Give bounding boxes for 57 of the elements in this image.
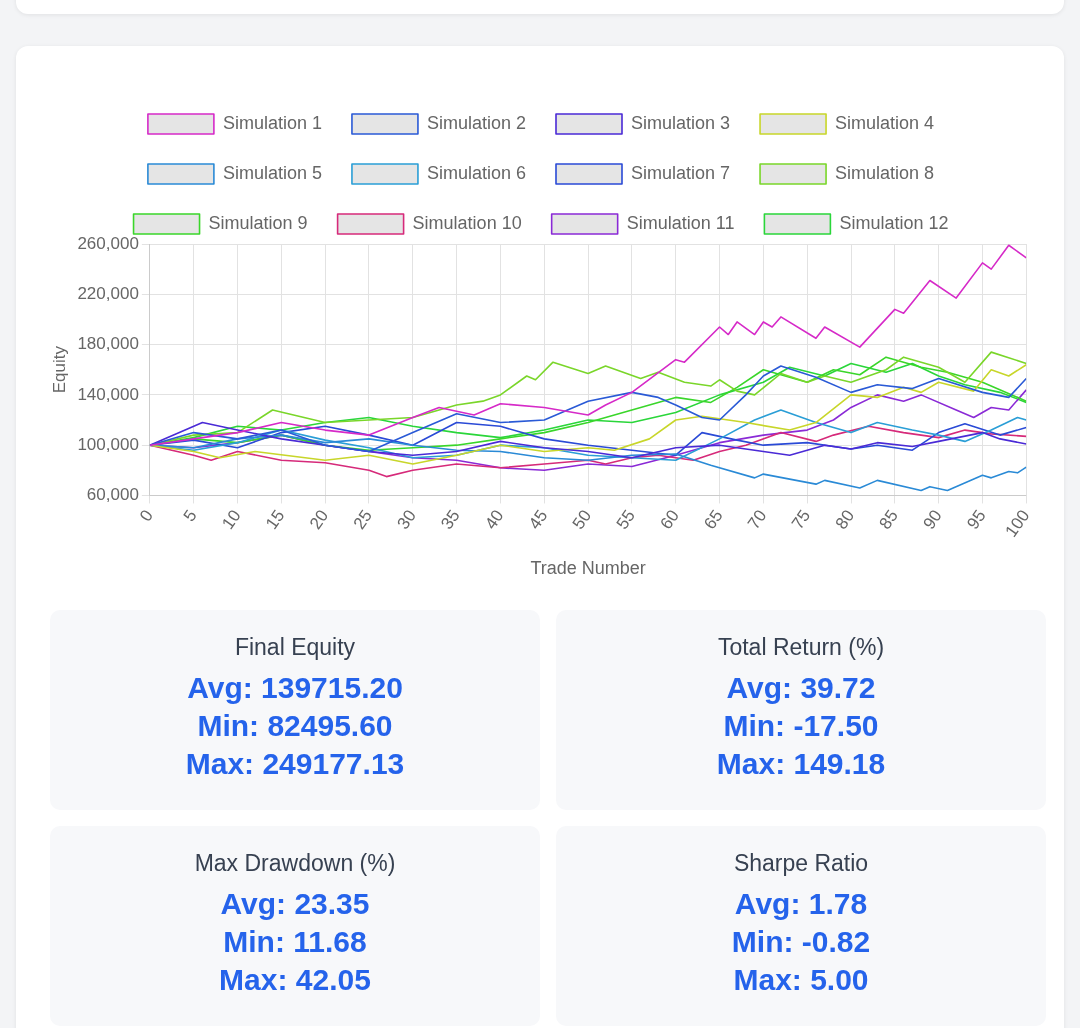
- x-tick-label: 45: [524, 506, 552, 533]
- legend-label: Simulation 5: [222, 162, 322, 183]
- text: Max: 42.05: [218, 962, 372, 998]
- x-tick-label: 10: [218, 506, 245, 533]
- text: Max Drawdown (%): [193, 850, 397, 877]
- text: Min: 11.68: [222, 924, 368, 960]
- x-tick-label: 65: [700, 506, 727, 533]
- text: Sharpe Ratio: [732, 850, 870, 877]
- x-tick-label: 75: [787, 506, 815, 533]
- x-tick-label: 5: [179, 506, 201, 526]
- x-tick-label: 100: [1001, 506, 1034, 541]
- x-tick-label: 50: [568, 506, 596, 533]
- x-tick-label: 60: [656, 506, 683, 533]
- legend-label: Simulation 2: [426, 112, 527, 133]
- legend-label: Simulation 8: [835, 162, 935, 183]
- text: Min: 82495.60: [196, 708, 394, 744]
- x-tick-label: 40: [481, 506, 508, 533]
- x-tick-label: 70: [744, 506, 771, 533]
- legend-label: Simulation 3: [631, 112, 731, 133]
- y-tick-label: 100,000: [77, 434, 139, 454]
- text: Max: 249177.13: [184, 746, 406, 782]
- y-tick-label: 180,000: [77, 334, 139, 354]
- x-tick-label: 85: [875, 506, 902, 533]
- x-tick-label: 90: [919, 506, 946, 533]
- text: Avg: 39.72: [725, 670, 877, 706]
- x-axis-title: Trade Number: [530, 558, 646, 579]
- legend-label: Simulation 6: [426, 162, 527, 183]
- x-tick-label: 80: [831, 506, 859, 533]
- x-tick-label: 30: [393, 506, 420, 533]
- x-tick-label: 55: [612, 506, 640, 533]
- legend-label: Simulation 1: [222, 112, 322, 133]
- x-tick-label: 20: [305, 506, 333, 533]
- legend-label: Simulation 4: [835, 112, 935, 133]
- y-tick-label: 60,000: [86, 485, 139, 505]
- x-tick-label: 35: [437, 506, 464, 533]
- text: Total Return (%): [716, 634, 886, 661]
- legend-label: Simulation 9: [208, 212, 308, 233]
- x-tick-label: 95: [963, 506, 990, 533]
- text: Min: -0.82: [730, 924, 872, 960]
- x-tick-label: 25: [349, 506, 377, 533]
- text: Final Equity: [233, 634, 357, 661]
- text: Min: -17.50: [722, 708, 880, 744]
- text: Max: 5.00: [732, 962, 870, 998]
- text: Avg: 1.78: [733, 886, 869, 922]
- legend-label: Simulation 12: [839, 212, 949, 233]
- x-tick-label: 0: [135, 506, 157, 526]
- y-tick-label: 140,000: [77, 384, 139, 404]
- y-tick-label: 220,000: [77, 283, 139, 303]
- text: Avg: 139715.20: [186, 670, 404, 706]
- legend-label: Simulation 7: [631, 162, 731, 183]
- x-tick-label: 15: [262, 506, 289, 533]
- legend-label: Simulation 10: [412, 212, 522, 233]
- legend-label: Simulation 11: [626, 212, 735, 233]
- y-axis-title: Equity: [49, 345, 69, 394]
- text: Max: 149.18: [715, 746, 887, 782]
- y-tick-label: 260,000: [77, 233, 139, 253]
- text: Avg: 23.35: [219, 886, 371, 922]
